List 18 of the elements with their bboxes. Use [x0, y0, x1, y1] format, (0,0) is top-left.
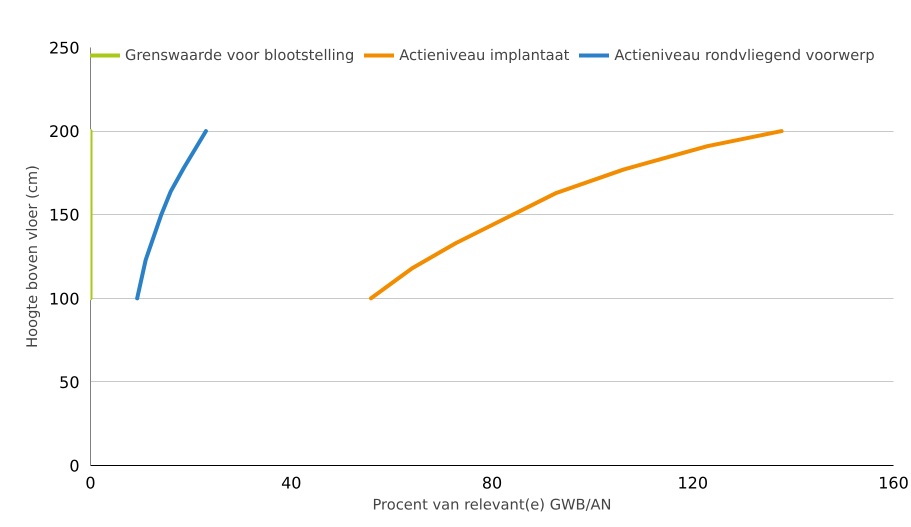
x-tick-label: 160 — [878, 474, 909, 492]
y-tick-label: 50 — [59, 372, 80, 392]
y-tick-label: 200 — [48, 122, 80, 142]
line-series — [135, 129, 208, 300]
x-tick-label: 80 — [482, 474, 502, 492]
y-tick-label: 100 — [48, 289, 80, 308]
x-tick-label: 0 — [85, 474, 96, 492]
legend-label: Grenswaarde voor blootstelling — [125, 46, 354, 64]
y-tick-label: 250 — [48, 38, 80, 58]
x-axis-title: Procent van relevant(e) GWB/AN — [372, 496, 612, 514]
x-tick-label: 120 — [677, 474, 708, 492]
x-tick-label: 40 — [281, 474, 302, 492]
y-axis-title: Hoogte boven vloer (cm) — [24, 165, 41, 348]
line-series — [369, 129, 784, 300]
y-tick-label: 0 — [69, 456, 80, 476]
y-tick-label: 150 — [48, 206, 80, 225]
legend-label: Actieniveau rondvliegend voorwerp — [614, 46, 875, 64]
legend-label: Actieniveau implantaat — [399, 46, 570, 64]
